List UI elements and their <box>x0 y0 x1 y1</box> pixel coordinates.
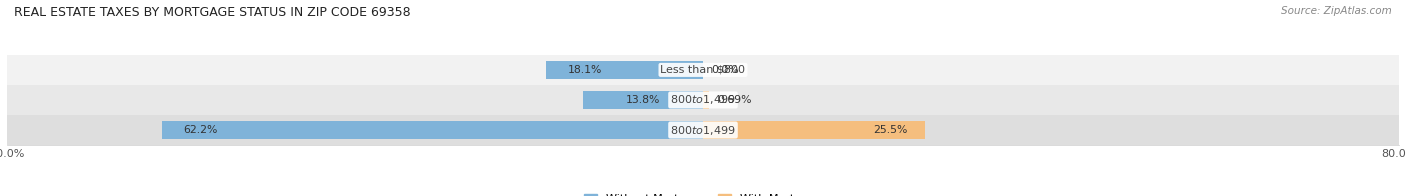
Text: Less than $800: Less than $800 <box>661 65 745 75</box>
Text: 0.69%: 0.69% <box>717 95 752 105</box>
Text: $800 to $1,499: $800 to $1,499 <box>671 123 735 136</box>
Text: REAL ESTATE TAXES BY MORTGAGE STATUS IN ZIP CODE 69358: REAL ESTATE TAXES BY MORTGAGE STATUS IN … <box>14 6 411 19</box>
Text: $800 to $1,499: $800 to $1,499 <box>671 93 735 106</box>
Bar <box>703 121 925 139</box>
Bar <box>7 55 1399 85</box>
Text: 25.5%: 25.5% <box>873 125 907 135</box>
Text: 13.8%: 13.8% <box>626 95 661 105</box>
Bar <box>7 115 1399 145</box>
Text: Source: ZipAtlas.com: Source: ZipAtlas.com <box>1281 6 1392 16</box>
Bar <box>546 61 703 79</box>
Bar <box>162 121 703 139</box>
Text: 0.0%: 0.0% <box>711 65 740 75</box>
Legend: Without Mortgage, With Mortgage: Without Mortgage, With Mortgage <box>583 194 823 196</box>
Bar <box>703 91 709 109</box>
Text: 18.1%: 18.1% <box>567 65 602 75</box>
Bar <box>583 91 703 109</box>
Text: 62.2%: 62.2% <box>184 125 218 135</box>
Bar <box>7 85 1399 115</box>
